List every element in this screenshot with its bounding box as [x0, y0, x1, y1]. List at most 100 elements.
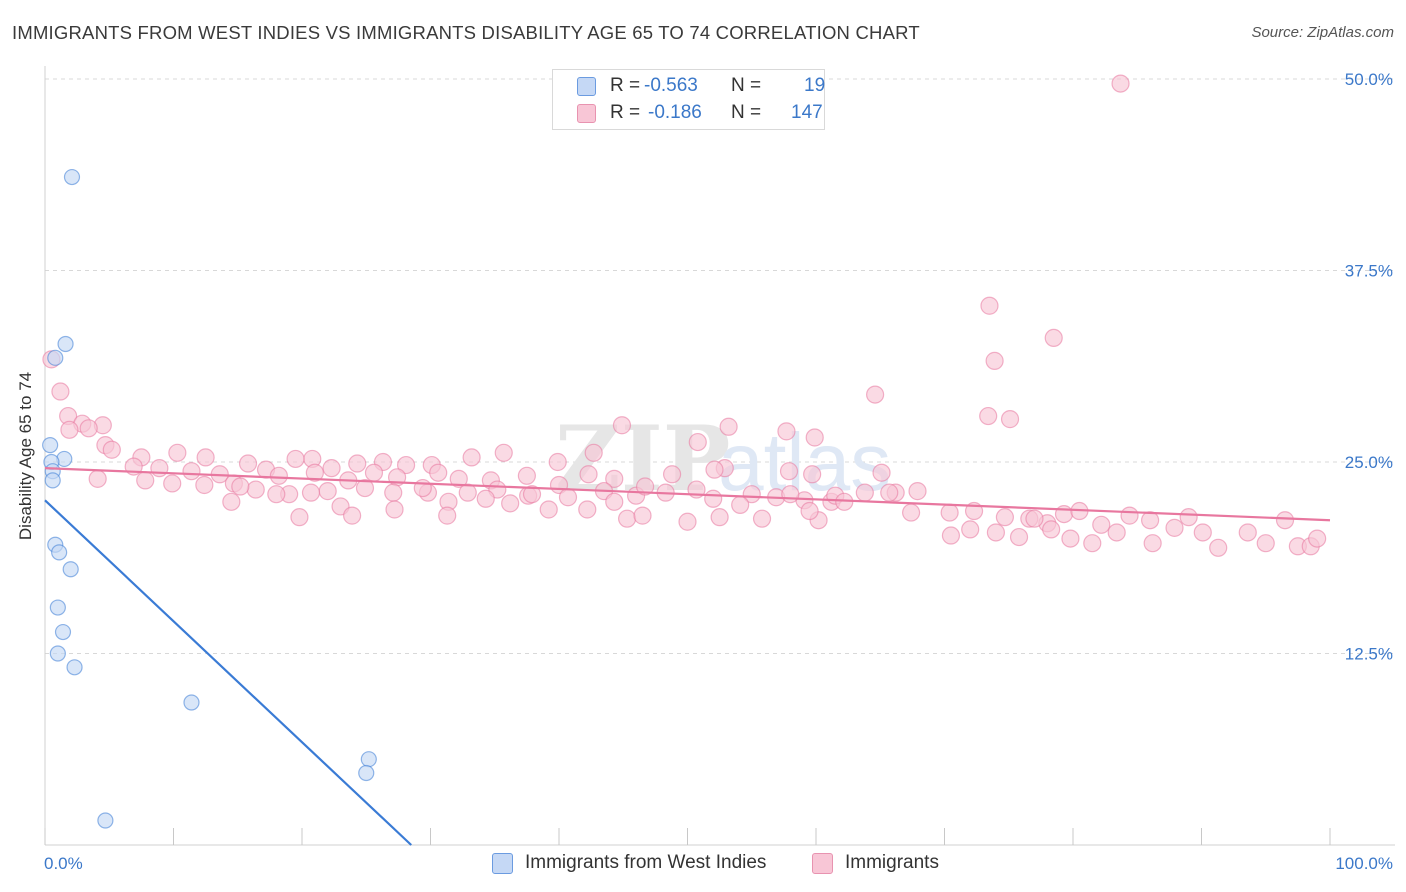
immigrants-point [742, 485, 761, 504]
immigrants-point [779, 462, 799, 481]
immigrants-point [1107, 523, 1126, 542]
west-indies-point [54, 623, 72, 641]
immigrants-point [1025, 509, 1044, 528]
immigrants-point [980, 296, 999, 315]
y-tick-label: 37.5% [1345, 262, 1393, 281]
immigrants-point [476, 489, 495, 508]
immigrants-point [1120, 506, 1139, 525]
immigrants-point [800, 501, 819, 521]
legend-r-value: -0.563 [644, 75, 698, 96]
immigrants-point [872, 463, 891, 482]
immigrants-point [88, 469, 107, 488]
immigrants-point [1140, 511, 1160, 530]
immigrants-point [781, 485, 800, 504]
y-tick-label: 50.0% [1345, 70, 1393, 89]
immigrants-point [522, 485, 542, 504]
immigrants-point [102, 440, 121, 459]
west-indies-point [97, 812, 114, 829]
immigrants-point [429, 463, 448, 482]
immigrants-point [618, 509, 637, 528]
immigrants-point [1111, 74, 1130, 93]
immigrants-point [855, 483, 874, 502]
immigrants-point [348, 454, 367, 473]
immigrants-point [961, 520, 980, 539]
immigrants-point [1256, 534, 1275, 553]
immigrants-point [462, 448, 481, 467]
immigrants-point [805, 428, 824, 447]
trend-lines [44, 467, 1331, 846]
immigrants-point [385, 500, 404, 519]
immigrants-point [168, 443, 187, 462]
west-indies-points [42, 168, 377, 829]
immigrants-point [710, 508, 729, 527]
y-tick-label: 25.0% [1345, 453, 1393, 472]
immigrants-point [322, 459, 341, 478]
immigrants-point [458, 483, 477, 502]
immigrants-point [605, 469, 624, 488]
immigrants-point [940, 503, 959, 522]
immigrants-point [1009, 527, 1029, 547]
immigrants-point [986, 523, 1006, 542]
immigrants-point [985, 351, 1004, 370]
west-indies-point [66, 659, 83, 676]
immigrants-point [633, 506, 652, 525]
immigrants-point [196, 448, 215, 467]
immigrants-point [1179, 508, 1198, 527]
immigrants-point [305, 463, 324, 482]
immigrants-point [1083, 534, 1102, 553]
immigrants-point [1275, 511, 1295, 530]
immigrants-point [635, 477, 655, 496]
immigrants-point [1308, 529, 1327, 548]
legend-n-label: N = [731, 102, 762, 123]
immigrants-point [1165, 518, 1184, 537]
x-tick-label: 100.0% [1335, 854, 1393, 873]
immigrants-point [51, 382, 70, 401]
immigrants-point [517, 466, 536, 485]
bottom-legend-label: Immigrants [845, 852, 939, 873]
west-indies-trend-line [44, 499, 412, 846]
immigrants-point [163, 474, 182, 493]
immigrants-point [79, 419, 98, 438]
immigrants-point [290, 508, 309, 527]
immigrants-point [704, 489, 723, 508]
immigrants-point [539, 500, 558, 519]
west-indies-point [42, 437, 59, 454]
legend-r-value: -0.186 [648, 102, 702, 123]
immigrants-point [396, 455, 416, 475]
west-indies-point [57, 335, 74, 353]
immigrants-point [195, 475, 214, 495]
immigrants-point [438, 506, 457, 525]
x-tick-label: 0.0% [44, 854, 83, 873]
immigrants-point [1193, 523, 1212, 542]
legend-swatch-pink [577, 104, 596, 123]
immigrants-point [384, 483, 403, 502]
immigrants-point [548, 452, 567, 472]
immigrants-point [1061, 529, 1080, 548]
immigrants-point [136, 471, 155, 490]
tick-labels: 12.5% 25.0% 37.5% 50.0% 0.0% 100.0% [44, 70, 1393, 873]
immigrants-point [364, 463, 384, 482]
immigrants-point [584, 443, 603, 462]
immigrants-point [719, 417, 738, 436]
immigrants-point [880, 483, 899, 502]
immigrants-trend-line [44, 467, 1331, 522]
west-indies-point [63, 168, 81, 186]
west-indies-point [183, 694, 200, 711]
immigrants-point [662, 465, 682, 484]
immigrants-point [1000, 410, 1020, 429]
immigrants-point [355, 478, 375, 498]
legend-n-value: 19 [804, 75, 826, 96]
immigrants-point [286, 449, 305, 469]
immigrants-point [578, 500, 597, 519]
immigrants-point [60, 420, 79, 439]
immigrants-point [301, 483, 321, 502]
immigrants-point [752, 509, 772, 528]
bottom-legend-swatch-blue [492, 853, 513, 874]
correlation-legend: R = -0.563 N = 19 R = -0.186 N = 147 [552, 69, 825, 130]
west-indies-point [44, 472, 61, 489]
bottom-legend-label: Immigrants from West Indies [525, 852, 767, 873]
gridlines [45, 78, 1395, 654]
west-indies-point [51, 544, 68, 561]
immigrants-point [318, 482, 337, 501]
